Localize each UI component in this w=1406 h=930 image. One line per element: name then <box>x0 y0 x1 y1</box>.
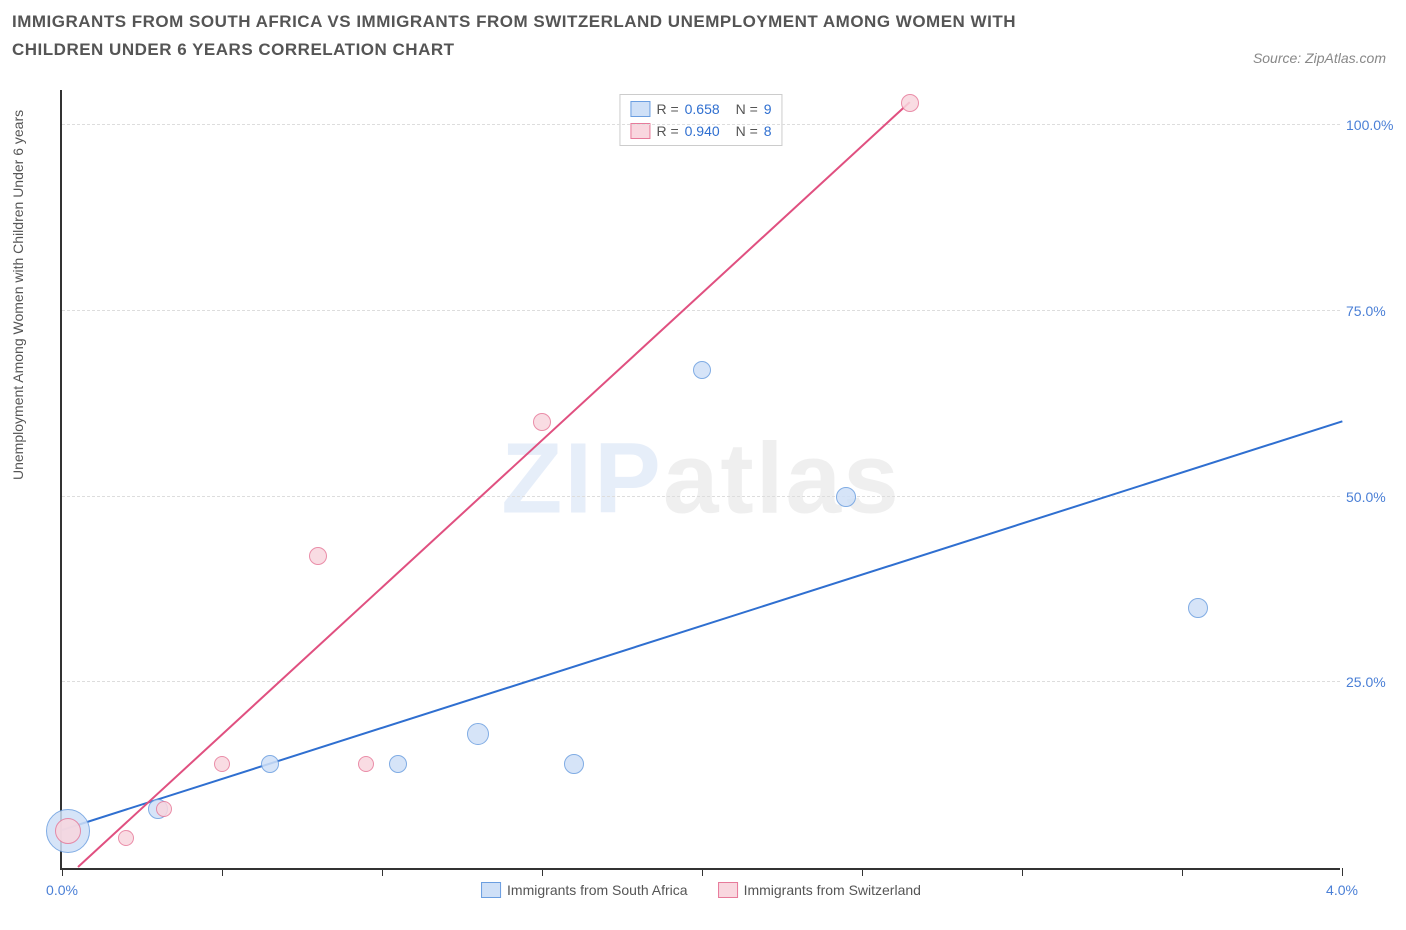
chart-title: IMMIGRANTS FROM SOUTH AFRICA VS IMMIGRAN… <box>12 8 1112 64</box>
x-tick-label: 0.0% <box>46 882 78 898</box>
gridline <box>62 310 1340 311</box>
x-tick <box>382 868 383 876</box>
data-point-ch <box>901 94 919 112</box>
y-tick-label: 100.0% <box>1346 117 1398 133</box>
data-point-ch <box>358 756 374 772</box>
legend-N-label: N = <box>736 98 758 120</box>
legend-item-sa: Immigrants from South Africa <box>481 882 688 898</box>
x-tick <box>62 868 63 876</box>
swatch-sa <box>481 882 501 898</box>
trend-line-sa <box>62 420 1343 830</box>
legend-sa-R: 0.658 <box>685 98 720 120</box>
source-citation: Source: ZipAtlas.com <box>1253 50 1386 66</box>
series-legend: Immigrants from South Africa Immigrants … <box>481 882 921 898</box>
x-tick <box>1022 868 1023 876</box>
y-tick-label: 75.0% <box>1346 303 1398 319</box>
watermark-rest: atlas <box>663 423 901 535</box>
swatch-sa <box>630 101 650 117</box>
gridline <box>62 496 1340 497</box>
y-tick-label: 25.0% <box>1346 674 1398 690</box>
data-point-sa <box>836 487 856 507</box>
data-point-ch <box>118 830 134 846</box>
chart-container: IMMIGRANTS FROM SOUTH AFRICA VS IMMIGRAN… <box>0 0 1406 930</box>
data-point-sa <box>564 754 584 774</box>
watermark-lead: ZIP <box>501 423 663 535</box>
swatch-ch <box>718 882 738 898</box>
y-axis-label: Unemployment Among Women with Children U… <box>10 110 26 480</box>
correlation-legend: R = 0.658 N = 9 R = 0.940 N = 8 <box>619 94 782 146</box>
trend-line-ch <box>77 101 910 868</box>
data-point-ch <box>309 547 327 565</box>
gridline <box>62 124 1340 125</box>
data-point-sa <box>467 723 489 745</box>
x-tick <box>542 868 543 876</box>
data-point-ch <box>55 818 81 844</box>
x-tick <box>862 868 863 876</box>
x-tick <box>1342 868 1343 876</box>
legend-ch-label: Immigrants from Switzerland <box>744 882 921 898</box>
data-point-ch <box>156 801 172 817</box>
legend-sa-N: 9 <box>764 98 772 120</box>
x-tick-label: 4.0% <box>1326 882 1358 898</box>
swatch-ch <box>630 123 650 139</box>
x-tick <box>1182 868 1183 876</box>
data-point-sa <box>389 755 407 773</box>
legend-sa-label: Immigrants from South Africa <box>507 882 688 898</box>
plot-area: ZIPatlas R = 0.658 N = 9 R = 0.940 N = 8 <box>60 90 1340 870</box>
x-tick <box>702 868 703 876</box>
legend-R-label: R = <box>656 98 678 120</box>
data-point-ch <box>214 756 230 772</box>
data-point-sa <box>693 361 711 379</box>
gridline <box>62 681 1340 682</box>
watermark: ZIPatlas <box>501 422 901 537</box>
legend-row-sa: R = 0.658 N = 9 <box>630 98 771 120</box>
data-point-sa <box>1188 598 1208 618</box>
x-tick <box>222 868 223 876</box>
legend-item-ch: Immigrants from Switzerland <box>718 882 921 898</box>
data-point-sa <box>261 755 279 773</box>
data-point-ch <box>533 413 551 431</box>
y-tick-label: 50.0% <box>1346 489 1398 505</box>
